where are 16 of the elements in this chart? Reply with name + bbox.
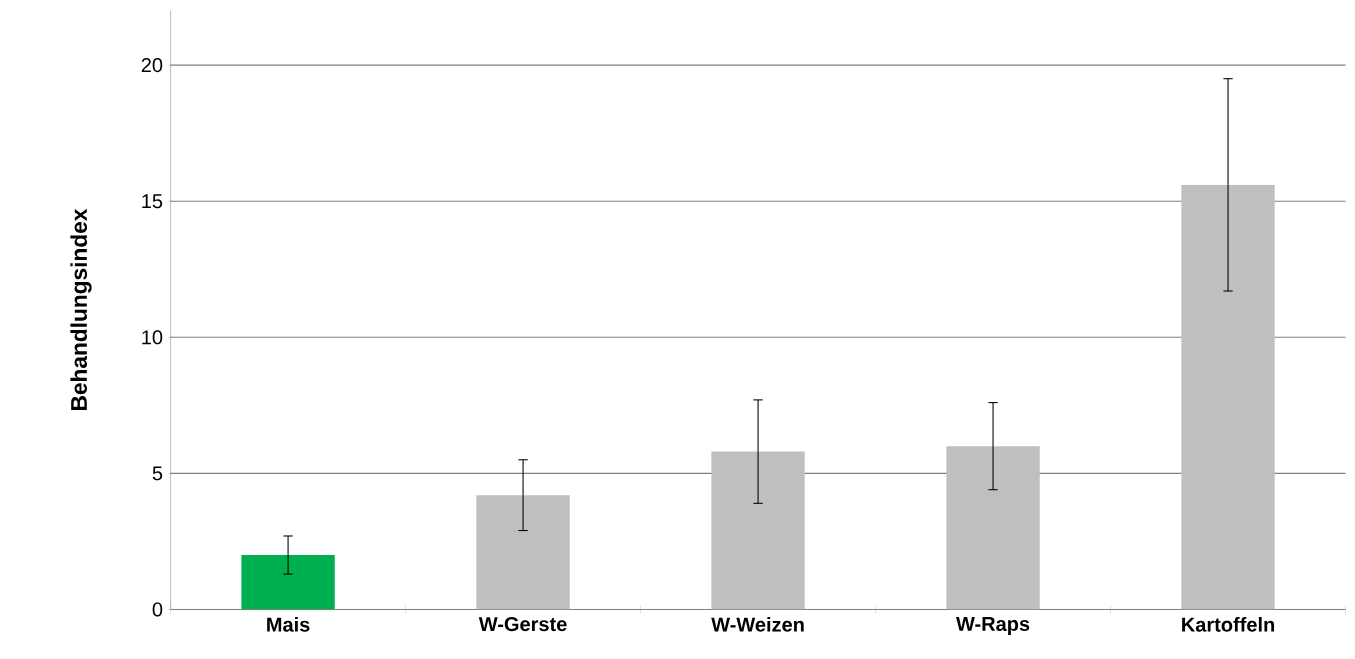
y-tick-label: 0: [152, 602, 163, 617]
y-tick-label: 10: [142, 330, 163, 345]
y-axis-title: Behandlungsindex: [70, 208, 92, 411]
bar: [1181, 184, 1275, 610]
x-tick-label: Kartoffeln: [1182, 617, 1275, 632]
x-tick-label: W-Weizen: [711, 617, 804, 632]
x-tick-label: W-Gerste: [478, 617, 567, 632]
bar: [476, 495, 570, 610]
x-tick-label: W-Raps: [956, 617, 1030, 636]
bar: [711, 451, 805, 610]
y-tick-label: 5: [152, 466, 163, 481]
x-tick-label: Mais: [267, 617, 310, 632]
y-tick-label: 15: [142, 194, 163, 209]
y-tick-label: 20: [141, 58, 163, 73]
bar: [946, 446, 1040, 610]
bar: [241, 555, 335, 610]
